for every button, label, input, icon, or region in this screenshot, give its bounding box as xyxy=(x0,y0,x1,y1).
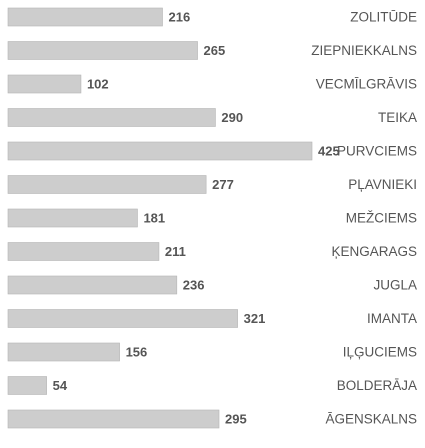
category-label: VECMĪLGRĀVIS xyxy=(316,77,417,92)
bar xyxy=(7,175,207,194)
category-label: IĻĢUCIEMS xyxy=(343,345,417,360)
category-label: JUGLA xyxy=(373,278,417,293)
category-label: PĻAVNIEKI xyxy=(348,177,417,192)
bar xyxy=(7,309,238,328)
value-label: 425 xyxy=(318,143,340,158)
bar xyxy=(7,208,138,228)
value-label: 156 xyxy=(126,344,148,359)
value-label: 236 xyxy=(183,277,205,292)
value-label: 290 xyxy=(221,110,243,125)
value-label: 265 xyxy=(204,43,226,58)
value-label: 211 xyxy=(165,244,186,259)
category-label: ZOLITŪDE xyxy=(350,10,417,25)
bar xyxy=(7,7,163,27)
bar xyxy=(7,409,220,429)
bar xyxy=(7,376,47,395)
bar xyxy=(7,342,120,362)
category-label: ĶENGARAGS xyxy=(331,244,417,259)
category-label: BOLDERĀJA xyxy=(337,378,417,393)
bar xyxy=(7,275,178,295)
bar xyxy=(7,74,82,94)
bar xyxy=(7,141,313,161)
category-label: MEŽCIEMS xyxy=(346,211,417,226)
category-label: IMANTA xyxy=(367,311,417,326)
category-label: TEIKA xyxy=(378,110,417,125)
bar xyxy=(7,108,216,127)
value-label: 102 xyxy=(87,76,109,91)
value-label: 295 xyxy=(225,411,247,426)
value-label: 54 xyxy=(53,378,68,393)
value-label: 277 xyxy=(212,177,234,192)
category-label: ZIEPNIEKKALNS xyxy=(311,43,417,58)
bar xyxy=(7,41,198,60)
category-label: PURVCIEMS xyxy=(337,144,417,159)
value-label: 321 xyxy=(244,311,266,326)
value-label: 216 xyxy=(169,9,191,24)
category-label: ĀGENSKALNS xyxy=(325,412,417,427)
bar xyxy=(7,242,160,261)
value-label: 181 xyxy=(143,210,165,225)
